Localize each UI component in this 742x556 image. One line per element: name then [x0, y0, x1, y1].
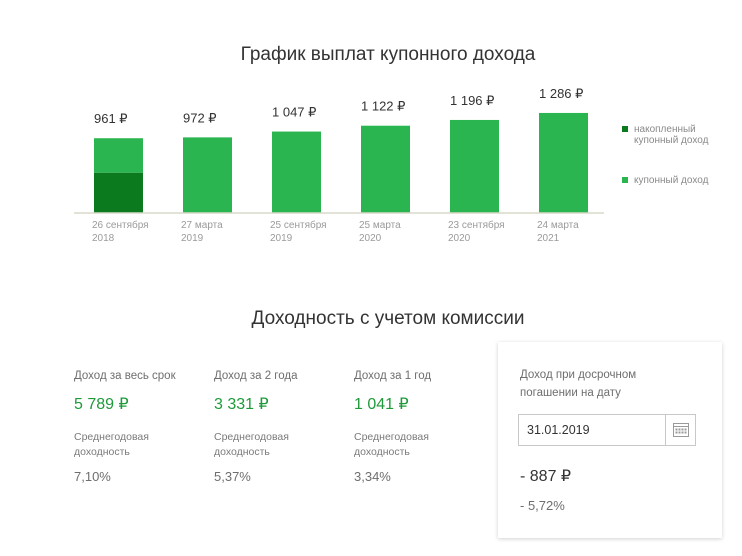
redemption-date-value[interactable]: 31.01.2019	[527, 423, 590, 437]
legend-item-accrued: накопленный купонный доход	[622, 124, 732, 146]
bar-coupon-0	[94, 138, 143, 173]
early-redemption-label: Доход при досрочном погашении на дату	[520, 369, 637, 399]
bar-value-label-2: 1 047 ₽	[272, 105, 316, 120]
x-tick-year-0: 2018	[92, 233, 115, 244]
avg-yield-label: Среднегодовая доходность	[214, 431, 289, 458]
metric-label: Доход за 1 год	[354, 370, 432, 382]
bar-coupon-1	[183, 137, 232, 213]
x-tick-label-0: 26 сентября	[92, 219, 149, 231]
legend-label-coupon: купонный доход	[634, 175, 709, 186]
x-tick-year-5: 2021	[537, 233, 560, 244]
coupon-chart: 961 ₽ 26 сентября 2018 972 ₽ 27 марта 2019 1 0…	[74, 86, 604, 244]
chart-bars	[94, 112, 588, 213]
bar-coupon-5	[539, 112, 588, 213]
calendar-button[interactable]	[665, 415, 695, 445]
x-tick-label-5: 24 марта	[537, 220, 579, 231]
metric-value: 5 789 ₽	[74, 396, 129, 413]
legend-swatch-accrued	[622, 126, 628, 132]
avg-yield-label: Среднегодовая доходность	[354, 431, 429, 458]
avg-yield-value: 5,37%	[214, 469, 251, 484]
x-tick-label-2: 25 сентября	[270, 219, 327, 231]
avg-yield-label: Среднегодовая доходность	[74, 431, 149, 458]
x-tick-label-3: 25 марта	[359, 220, 401, 231]
early-redemption-percent: - 5,72%	[520, 498, 565, 513]
chart-title: График выплат купонного дохода	[240, 44, 536, 65]
metric-one-year: Доход за 1 год 1 041 ₽	[354, 368, 484, 414]
bar-coupon-4	[450, 119, 499, 213]
early-redemption-value: - 887 ₽	[520, 468, 572, 485]
bar-coupon-2	[272, 131, 321, 213]
bar-value-label-0: 961 ₽	[94, 111, 128, 126]
bar-accrued-0	[94, 172, 143, 213]
x-tick-label-4: 23 сентября	[448, 219, 505, 231]
x-tick-year-1: 2019	[181, 233, 204, 244]
metric-full-term: Доход за весь срок 5 789 ₽	[74, 368, 204, 414]
calendar-icon[interactable]	[666, 415, 696, 445]
legend-item-coupon: купонный доход	[622, 175, 732, 186]
avg-yield-value: 7,10%	[74, 469, 111, 484]
x-tick-year-3: 2020	[359, 233, 382, 244]
metric-label: Доход за 2 года	[214, 370, 298, 382]
redemption-date-field[interactable]: 31.01.2019	[518, 414, 696, 446]
metric-two-years: Доход за 2 года 3 331 ₽	[214, 368, 344, 414]
yield-section-title: Доходность с учетом комиссии	[251, 308, 525, 329]
metric-value: 1 041 ₽	[354, 396, 409, 413]
avg-yield-value: 3,34%	[354, 469, 391, 484]
bar-value-label-4: 1 196 ₽	[450, 93, 494, 108]
x-tick-year-4: 2020	[448, 233, 471, 244]
chart-labels: 961 ₽ 26 сентября 2018 972 ₽ 27 марта 2019 1 0…	[92, 86, 583, 244]
x-tick-label-1: 27 марта	[181, 220, 223, 231]
x-tick-year-2: 2019	[270, 233, 293, 244]
legend-swatch-coupon	[622, 177, 628, 183]
bar-value-label-1: 972 ₽	[183, 110, 217, 125]
early-redemption-card: Доход при досрочном погашении на дату 31…	[498, 342, 722, 538]
bar-value-label-5: 1 286 ₽	[539, 86, 583, 101]
metric-value: 3 331 ₽	[214, 396, 269, 413]
bar-value-label-3: 1 122 ₽	[361, 99, 405, 114]
metric-label: Доход за весь срок	[74, 370, 176, 382]
bar-coupon-3	[361, 125, 410, 213]
legend-label-accrued: накопленный купонный доход	[634, 124, 709, 146]
